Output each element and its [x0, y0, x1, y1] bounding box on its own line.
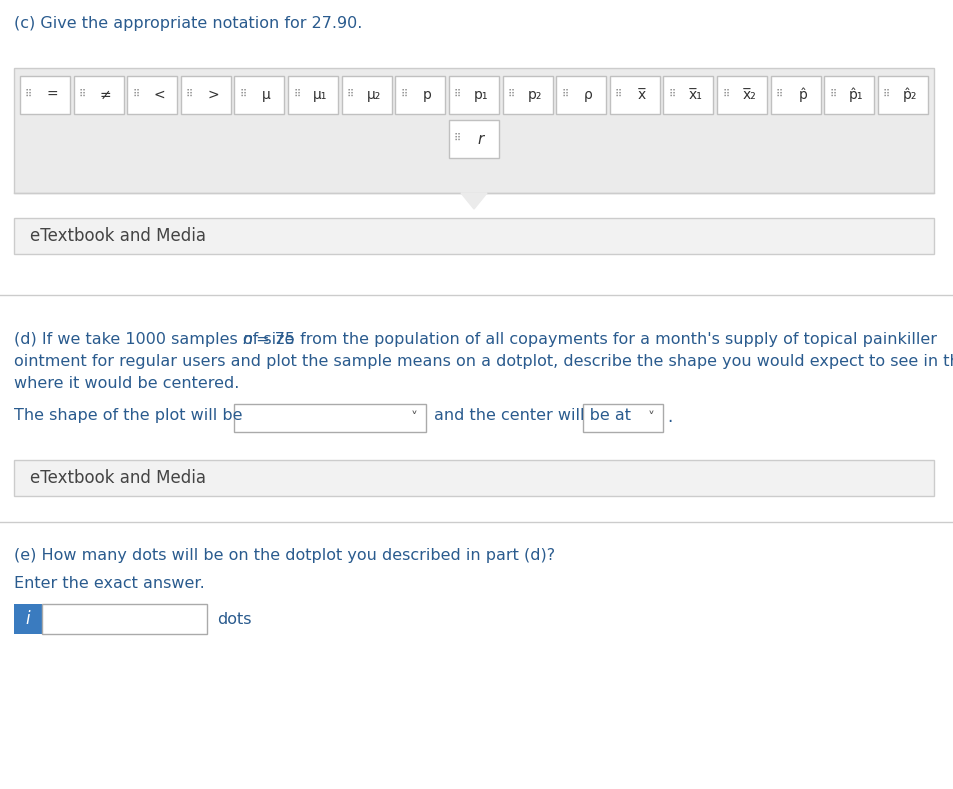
FancyBboxPatch shape — [127, 76, 177, 114]
FancyBboxPatch shape — [502, 76, 552, 114]
Text: ⠿: ⠿ — [186, 89, 193, 99]
Text: <: < — [153, 88, 165, 102]
Text: eTextbook and Media: eTextbook and Media — [30, 227, 206, 245]
Text: p̂₁: p̂₁ — [848, 88, 862, 103]
FancyBboxPatch shape — [181, 76, 231, 114]
Text: ⠿: ⠿ — [507, 89, 515, 99]
FancyBboxPatch shape — [73, 76, 124, 114]
Text: ⠿: ⠿ — [239, 89, 247, 99]
Text: ⠿: ⠿ — [668, 89, 675, 99]
Text: ⠿: ⠿ — [25, 89, 32, 99]
Text: Enter the exact answer.: Enter the exact answer. — [14, 576, 205, 591]
Text: μ₂: μ₂ — [366, 88, 380, 102]
Text: ⠿: ⠿ — [346, 89, 354, 99]
FancyBboxPatch shape — [609, 76, 659, 114]
Text: >: > — [207, 88, 218, 102]
Text: ⠿: ⠿ — [78, 89, 86, 99]
Text: μ₁: μ₁ — [313, 88, 327, 102]
Text: ⠿: ⠿ — [293, 89, 300, 99]
FancyBboxPatch shape — [823, 76, 874, 114]
FancyBboxPatch shape — [233, 404, 426, 432]
FancyBboxPatch shape — [662, 76, 713, 114]
Text: p₂: p₂ — [527, 88, 541, 102]
FancyBboxPatch shape — [582, 404, 662, 432]
Text: ⠿: ⠿ — [454, 133, 460, 143]
Polygon shape — [460, 193, 486, 209]
Text: ⠿: ⠿ — [560, 89, 568, 99]
Text: ˅: ˅ — [646, 411, 654, 425]
Text: (e) How many dots will be on the dotplot you described in part (d)?: (e) How many dots will be on the dotplot… — [14, 548, 555, 563]
Text: n: n — [242, 332, 253, 347]
Text: ⠿: ⠿ — [454, 89, 460, 99]
FancyBboxPatch shape — [395, 76, 445, 114]
Text: r: r — [477, 132, 483, 147]
FancyBboxPatch shape — [234, 76, 284, 114]
Text: ⠿: ⠿ — [828, 89, 836, 99]
Text: ⠿: ⠿ — [400, 89, 407, 99]
Text: p₁: p₁ — [474, 88, 488, 102]
Text: (d) If we take 1000 samples of size: (d) If we take 1000 samples of size — [14, 332, 299, 347]
Text: .: . — [667, 408, 672, 426]
Text: eTextbook and Media: eTextbook and Media — [30, 469, 206, 487]
FancyBboxPatch shape — [14, 604, 42, 634]
Text: The shape of the plot will be: The shape of the plot will be — [14, 408, 242, 423]
Text: p: p — [422, 88, 432, 102]
FancyBboxPatch shape — [288, 76, 337, 114]
FancyBboxPatch shape — [717, 76, 766, 114]
FancyBboxPatch shape — [14, 218, 933, 254]
FancyBboxPatch shape — [14, 68, 933, 193]
Text: μ: μ — [262, 88, 271, 102]
FancyBboxPatch shape — [20, 76, 70, 114]
Text: ⠿: ⠿ — [132, 89, 139, 99]
Text: = 75 from the population of all copayments for a month's supply of topical paink: = 75 from the population of all copaymen… — [251, 332, 936, 347]
Text: x̅: x̅ — [638, 88, 645, 102]
Text: p̂: p̂ — [798, 88, 806, 103]
Text: (c) Give the appropriate notation for 27.90.: (c) Give the appropriate notation for 27… — [14, 16, 362, 31]
FancyBboxPatch shape — [14, 460, 933, 496]
Text: i: i — [26, 610, 30, 628]
Text: ⠿: ⠿ — [721, 89, 728, 99]
Text: ⠿: ⠿ — [615, 89, 621, 99]
Text: =: = — [46, 88, 58, 102]
Text: ˅: ˅ — [410, 411, 417, 425]
Text: x̅₂: x̅₂ — [741, 88, 755, 102]
FancyBboxPatch shape — [449, 120, 498, 158]
Text: ointment for regular users and plot the sample means on a dotplot, describe the : ointment for regular users and plot the … — [14, 354, 953, 369]
FancyBboxPatch shape — [42, 604, 207, 634]
FancyBboxPatch shape — [770, 76, 820, 114]
Text: p̂₂: p̂₂ — [902, 88, 916, 103]
FancyBboxPatch shape — [341, 76, 392, 114]
Text: ≠: ≠ — [100, 88, 112, 102]
FancyBboxPatch shape — [877, 76, 927, 114]
Text: ρ: ρ — [583, 88, 592, 102]
Text: and the center will be at: and the center will be at — [434, 408, 630, 423]
Text: ⠿: ⠿ — [882, 89, 889, 99]
Text: x̅₁: x̅₁ — [688, 88, 701, 102]
FancyBboxPatch shape — [556, 76, 605, 114]
Text: dots: dots — [216, 611, 252, 626]
Text: ⠿: ⠿ — [775, 89, 782, 99]
Text: where it would be centered.: where it would be centered. — [14, 376, 239, 391]
FancyBboxPatch shape — [449, 76, 498, 114]
